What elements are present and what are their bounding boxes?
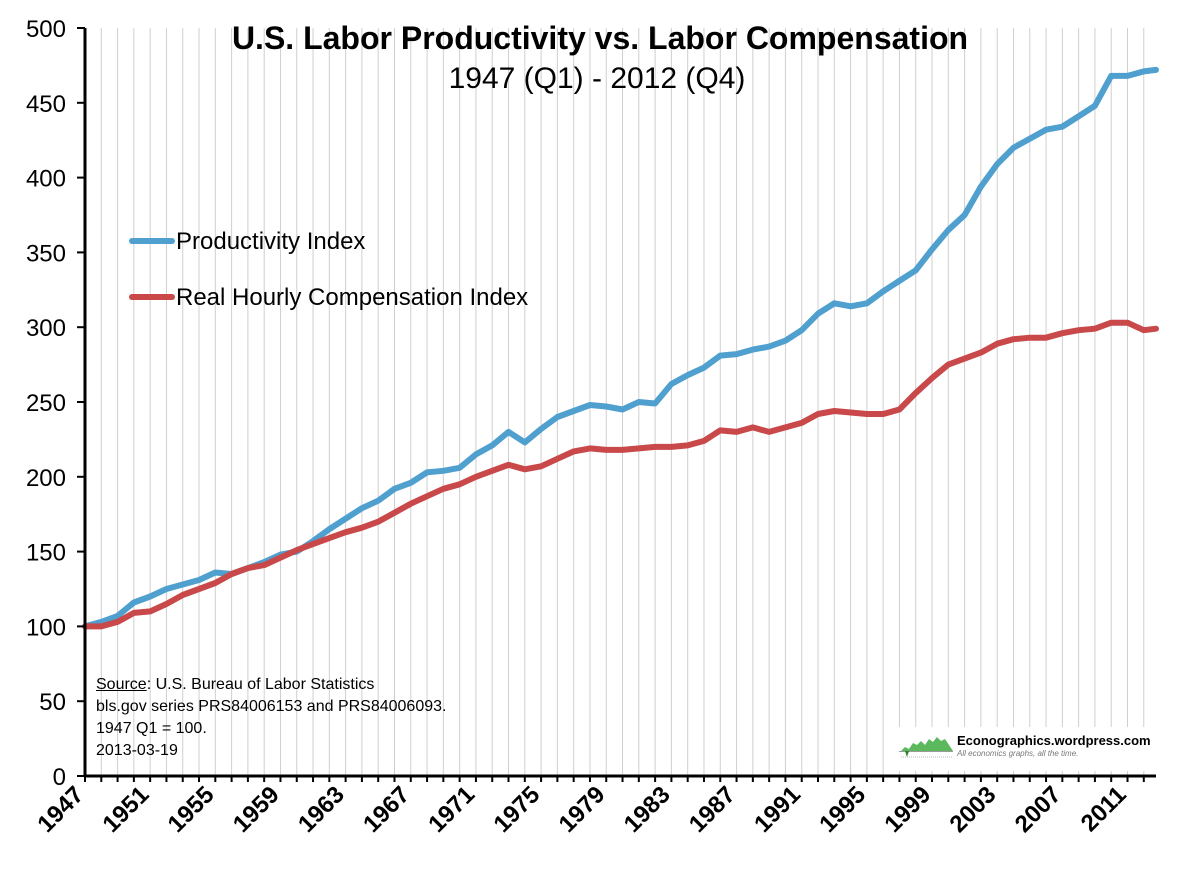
x-tick-label: 1975	[488, 781, 545, 838]
source-date-line: 2013-03-19	[96, 742, 178, 759]
x-tick-label: 1991	[749, 781, 806, 838]
x-tick-label: 1999	[879, 781, 936, 838]
y-tick-labels: 0 50 100 150 200 250 300 350 400 450 500	[26, 16, 66, 791]
chart-subtitle: 1947 (Q1) - 2012 (Q4)	[449, 62, 746, 95]
y-tick-label: 400	[26, 166, 66, 193]
source-label: Source	[96, 676, 147, 693]
x-tick-label: 1955	[163, 781, 220, 838]
y-tick-label: 150	[26, 540, 66, 567]
x-tick-label: 1963	[293, 781, 350, 838]
y-tick-label: 500	[26, 16, 66, 43]
y-tick-label: 250	[26, 390, 66, 417]
grid-lines	[100, 28, 1145, 776]
y-tick-label: 0	[53, 764, 66, 791]
y-tick-label: 300	[26, 315, 66, 342]
source-line: Source: U.S. Bureau of Labor Statistics	[96, 674, 446, 696]
x-tick-label: 1967	[358, 781, 415, 838]
y-tick-label: 350	[26, 240, 66, 267]
logo-graphic-icon	[899, 737, 953, 758]
x-tick-label: 2007	[1010, 781, 1067, 838]
y-tick-label: 100	[26, 614, 66, 641]
x-tick-labels: 1947 1951 1955 1959 1963 1967 1971 1975 1979 1983…	[32, 781, 1131, 838]
y-tick-label: 450	[26, 91, 66, 118]
y-tick-label: 50	[39, 689, 66, 716]
x-tick-label: 1995	[814, 781, 871, 838]
x-tick-label: 1947	[32, 781, 89, 838]
source-note: Source: U.S. Bureau of Labor Statistics …	[96, 674, 446, 762]
source-series-line: bls.gov series PRS84006153 and PRS840060…	[96, 698, 447, 715]
x-tick-label: 1971	[423, 781, 480, 838]
series-line-productivity	[82, 66, 1159, 630]
legend-label-compensation: Real Hourly Compensation Index	[176, 284, 528, 311]
legend-label-productivity: Productivity Index	[176, 228, 365, 255]
series-layer	[82, 66, 1159, 630]
chart-title: U.S. Labor Productivity vs. Labor Compen…	[232, 20, 968, 56]
x-tick-label: 1987	[684, 781, 741, 838]
y-tick-label: 200	[26, 465, 66, 492]
logo: Econographics.wordpress.com All economic…	[897, 727, 1151, 771]
series-line-compensation	[82, 319, 1159, 630]
x-tick-label: 2011	[1076, 781, 1132, 837]
x-tick-label: 1979	[554, 781, 611, 838]
logo-tagline: All economics graphs, all the time.	[957, 749, 1079, 758]
source-base-line: 1947 Q1 = 100.	[96, 720, 207, 737]
x-tick-label: 1959	[228, 781, 285, 838]
logo-name: Econographics.wordpress.com	[957, 733, 1151, 748]
x-tick-label: 2003	[945, 781, 1002, 838]
x-tick-label: 1983	[619, 781, 676, 838]
axes	[77, 27, 1156, 782]
x-tick-label: 1951	[98, 781, 155, 838]
source-text: : U.S. Bureau of Labor Statistics	[146, 676, 375, 693]
legend: Productivity Index Real Hourly Compensat…	[129, 228, 528, 311]
